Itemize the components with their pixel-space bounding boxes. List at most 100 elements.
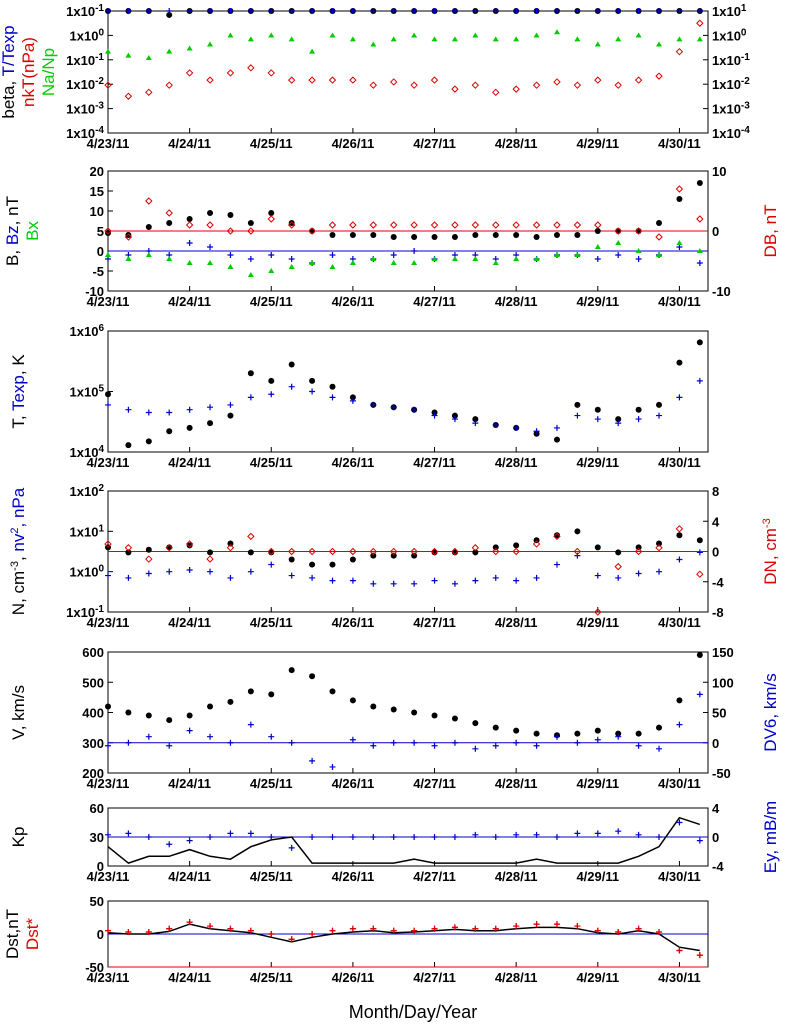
data-point (186, 727, 193, 734)
data-point (431, 412, 438, 419)
data-point (411, 32, 418, 38)
data-point (247, 549, 254, 556)
data-point (145, 712, 152, 719)
data-point (309, 561, 316, 568)
data-point (451, 36, 458, 42)
data-point (431, 925, 438, 932)
data-point (370, 8, 377, 14)
data-point (553, 436, 560, 443)
data-point (390, 547, 398, 556)
y-tick-label: 50 (90, 894, 104, 909)
y2-tick-label: 0 (712, 830, 719, 845)
data-point (615, 228, 622, 234)
data-point (696, 570, 704, 578)
data-point (207, 568, 214, 575)
data-point (166, 428, 173, 435)
data-point (472, 549, 479, 556)
data-point (635, 8, 642, 14)
data-point (309, 388, 316, 395)
y-axis-title: Bx (23, 221, 42, 241)
y2-axis-title: DN, cm-3 (761, 518, 780, 584)
data-point (615, 416, 622, 423)
data-point (329, 394, 336, 401)
data-point (105, 703, 111, 710)
y2-tick-label: -4 (712, 859, 724, 874)
data-point (533, 32, 540, 38)
data-point (247, 227, 255, 235)
data-point (451, 547, 459, 556)
data-point (492, 925, 499, 932)
y-axis-title: nkT(nPa) (19, 37, 38, 107)
data-point (207, 41, 214, 47)
x-tick-label: 4/29/11 (576, 455, 619, 470)
data-point (267, 215, 275, 223)
x-tick-label: 4/23/11 (87, 615, 130, 630)
data-point (166, 48, 173, 54)
data-point (369, 81, 378, 89)
y-axis-title: Na/Np (39, 48, 58, 96)
data-point (472, 232, 479, 238)
data-point (635, 416, 642, 423)
data-point (247, 64, 255, 72)
data-point (227, 212, 234, 218)
data-point (247, 532, 255, 541)
y2-tick-label: -8 (712, 605, 724, 620)
y-axis-title: Dst* (23, 918, 42, 951)
data-point (370, 925, 377, 932)
data-point (553, 252, 560, 257)
data-point (594, 416, 601, 423)
data-point (329, 252, 336, 258)
panel-beta: 1x10-1 1x100 1x10-1 1x10-2 1x10-3 1x10-4 1x101… (0, 3, 750, 151)
x-tick-label: 4/30/11 (658, 869, 701, 884)
data-point (207, 244, 214, 250)
data-point (656, 412, 663, 419)
x-tick-label: 4/28/11 (495, 776, 538, 791)
data-point (635, 248, 642, 253)
data-point (207, 834, 214, 840)
data-point (513, 739, 520, 746)
data-point (309, 228, 316, 234)
data-point (370, 232, 377, 238)
data-point (105, 401, 111, 408)
data-point (634, 76, 643, 84)
data-point (349, 697, 356, 704)
x-tick-label: 4/23/11 (87, 970, 130, 985)
series-dst (107, 923, 700, 952)
data-point (430, 76, 439, 84)
data-point (186, 837, 193, 844)
data-point (145, 252, 152, 257)
data-point (349, 547, 357, 556)
x-tick-label: 4/25/11 (250, 776, 293, 791)
x-tick-label: 4/26/11 (332, 136, 375, 151)
data-point (227, 540, 234, 547)
data-point (656, 41, 663, 47)
series-b (105, 180, 703, 240)
data-point (635, 406, 642, 413)
data-point (676, 359, 683, 366)
data-point (288, 936, 295, 943)
data-point (431, 742, 438, 749)
data-point (349, 397, 356, 404)
data-point (125, 52, 132, 58)
y-tick-label: 300 (82, 736, 104, 751)
data-point (451, 85, 459, 93)
data-point (390, 252, 397, 258)
y2-tick-label: 0 (712, 224, 719, 239)
data-point (676, 947, 683, 954)
x-tick-label: 4/24/11 (168, 869, 211, 884)
data-point (166, 220, 173, 226)
data-point (634, 227, 643, 235)
data-point (329, 763, 336, 770)
data-point (513, 727, 520, 734)
data-point (532, 221, 541, 229)
data-point (390, 404, 397, 411)
x-tick-label: 4/29/11 (576, 970, 619, 985)
data-point (594, 572, 601, 579)
y2-axis-title: Ey, mB/m (761, 801, 780, 873)
data-point (186, 406, 193, 413)
data-point (105, 831, 111, 838)
data-point (614, 562, 622, 571)
data-point (267, 547, 275, 556)
data-point (676, 240, 683, 245)
